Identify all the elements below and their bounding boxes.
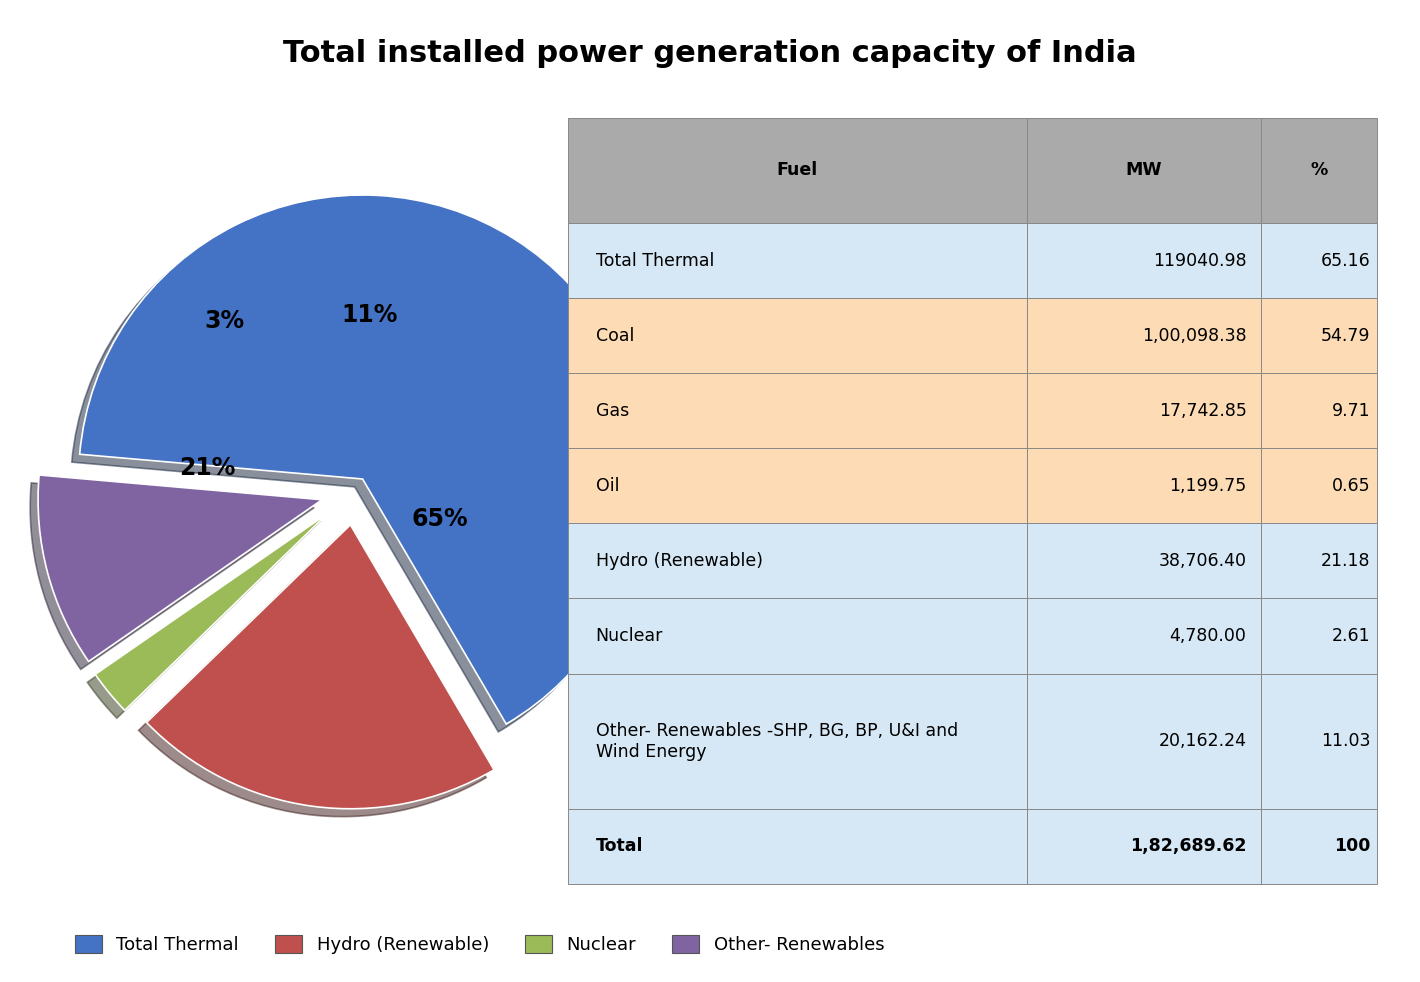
Wedge shape xyxy=(146,524,494,809)
Text: 11%: 11% xyxy=(341,302,398,327)
Text: 65%: 65% xyxy=(412,508,469,531)
Wedge shape xyxy=(95,513,328,710)
Text: Total installed power generation capacity of India: Total installed power generation capacit… xyxy=(283,39,1137,69)
Wedge shape xyxy=(38,475,322,662)
Text: 21%: 21% xyxy=(179,457,236,480)
Legend: Total Thermal, Hydro (Renewable), Nuclear, Other- Renewables: Total Thermal, Hydro (Renewable), Nuclea… xyxy=(65,926,893,963)
Text: 3%: 3% xyxy=(204,308,244,333)
Wedge shape xyxy=(80,195,646,724)
